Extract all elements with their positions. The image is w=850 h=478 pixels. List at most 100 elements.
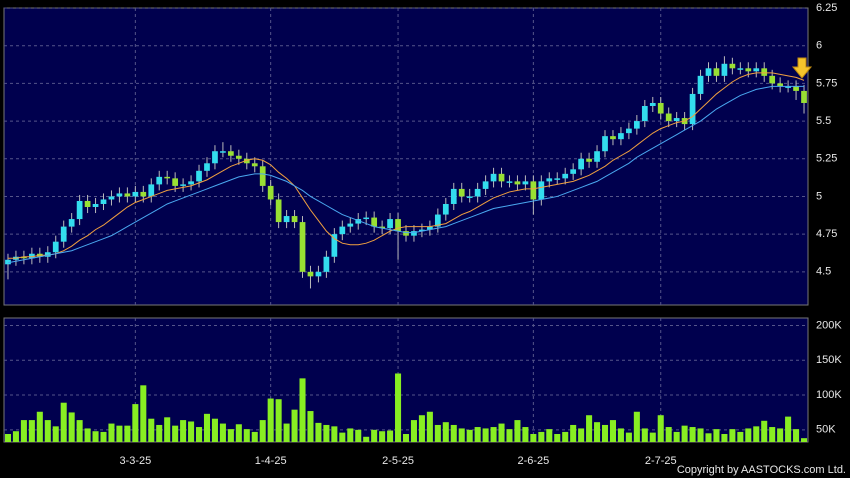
candle-body: [307, 271, 314, 277]
candle-body: [602, 136, 608, 152]
volume-bar: [506, 429, 513, 442]
volume-bar: [530, 434, 537, 442]
volume-bar: [418, 415, 425, 442]
candle-body: [626, 128, 632, 134]
volume-bar: [450, 424, 457, 442]
candle-body: [84, 200, 91, 208]
volume-bar: [275, 399, 282, 442]
volume-bar: [562, 431, 569, 442]
volume-bar: [4, 434, 12, 442]
candle-body: [76, 200, 83, 220]
candle-body: [52, 241, 59, 253]
candle-body: [100, 199, 107, 204]
candle-body: [570, 169, 577, 174]
volume-bar: [586, 415, 593, 442]
volume-bar: [410, 420, 417, 442]
candle-body: [538, 181, 545, 200]
candle-body: [466, 196, 473, 198]
candle-body: [673, 118, 680, 122]
candle-body: [180, 184, 186, 186]
candle-body: [633, 121, 640, 129]
candle-body: [68, 219, 75, 227]
volume-bar: [434, 424, 441, 442]
copyright: Copyright by AASTOCKS.com Ltd.: [677, 464, 846, 476]
candle-body: [172, 178, 179, 186]
volume-bar: [482, 428, 489, 442]
volume-bar: [641, 428, 648, 442]
candle-body: [363, 217, 370, 220]
candle-body: [196, 170, 202, 182]
volume-bar: [777, 428, 784, 442]
volume-bar: [267, 398, 274, 442]
candle-body: [753, 68, 760, 72]
candle-body: [562, 173, 569, 179]
y-tick-label: 6: [816, 40, 822, 52]
x-tick-label: 1-4-25: [255, 455, 287, 467]
x-tick-label: 2-7-25: [645, 455, 677, 467]
volume-bar: [753, 426, 760, 442]
candle-body: [148, 184, 155, 197]
volume-bar: [705, 433, 712, 442]
y-tick-label: 5: [816, 190, 822, 202]
volume-bar: [466, 429, 473, 442]
volume-bar: [108, 423, 115, 442]
candle-body: [442, 203, 449, 215]
volume-bar: [442, 422, 449, 442]
candle-body: [347, 223, 354, 227]
y-tick-label: 100K: [816, 389, 842, 401]
candle-body: [323, 256, 330, 272]
volume-bar: [657, 415, 664, 442]
y-tick-label: 50K: [816, 424, 836, 436]
volume-bar: [124, 425, 131, 442]
volume-bar: [363, 436, 370, 442]
candle-body: [594, 151, 600, 162]
volume-bar: [148, 418, 155, 442]
candle-body: [243, 158, 250, 164]
candle-body: [21, 256, 27, 259]
candle-body: [339, 226, 346, 235]
candle-body: [721, 63, 728, 76]
volume-bar: [116, 425, 123, 442]
plot-layer: 3-3-25 1-4-25 2-5-25 2-6-25 2-7-25: [4, 7, 808, 467]
candle-body: [506, 181, 513, 183]
y-tick-label: 150K: [816, 354, 842, 366]
volume-bar: [474, 427, 481, 442]
volume-bar: [347, 428, 354, 442]
y-tick-label: 4.5: [816, 266, 831, 278]
volume-bar: [538, 431, 545, 442]
y-tick-label: 6.25: [816, 2, 837, 14]
volume-bar: [498, 423, 505, 442]
volume-bar: [673, 431, 680, 442]
volume-bar: [387, 430, 394, 442]
volume-bar: [36, 411, 43, 442]
arrow-marker: [791, 57, 813, 79]
volume-bar: [689, 427, 696, 442]
candle-body: [371, 217, 378, 227]
volume-bar: [785, 416, 792, 442]
moving-average-line: [7, 72, 805, 259]
volume-bar: [84, 428, 91, 442]
candle-body: [554, 178, 561, 180]
volume-bar: [180, 420, 187, 442]
candle-body: [379, 226, 385, 229]
volume-bar: [402, 434, 410, 442]
volume-bar: [307, 411, 314, 442]
candle-body: [474, 188, 481, 197]
candle-body: [267, 185, 274, 200]
candle-body: [331, 234, 338, 257]
volume-bar: [522, 427, 529, 442]
candle-body: [355, 219, 362, 224]
candle-body: [578, 158, 584, 170]
candle-body: [212, 151, 218, 164]
volume-bar: [721, 434, 728, 442]
volume-bar: [156, 424, 163, 442]
volume-bar: [227, 429, 234, 442]
volume-bar: [609, 420, 616, 442]
volume-bar: [235, 424, 242, 442]
volume-bar: [20, 420, 27, 442]
volume-bar: [395, 373, 402, 442]
candle-body: [705, 68, 712, 76]
volume-bar: [28, 420, 35, 442]
